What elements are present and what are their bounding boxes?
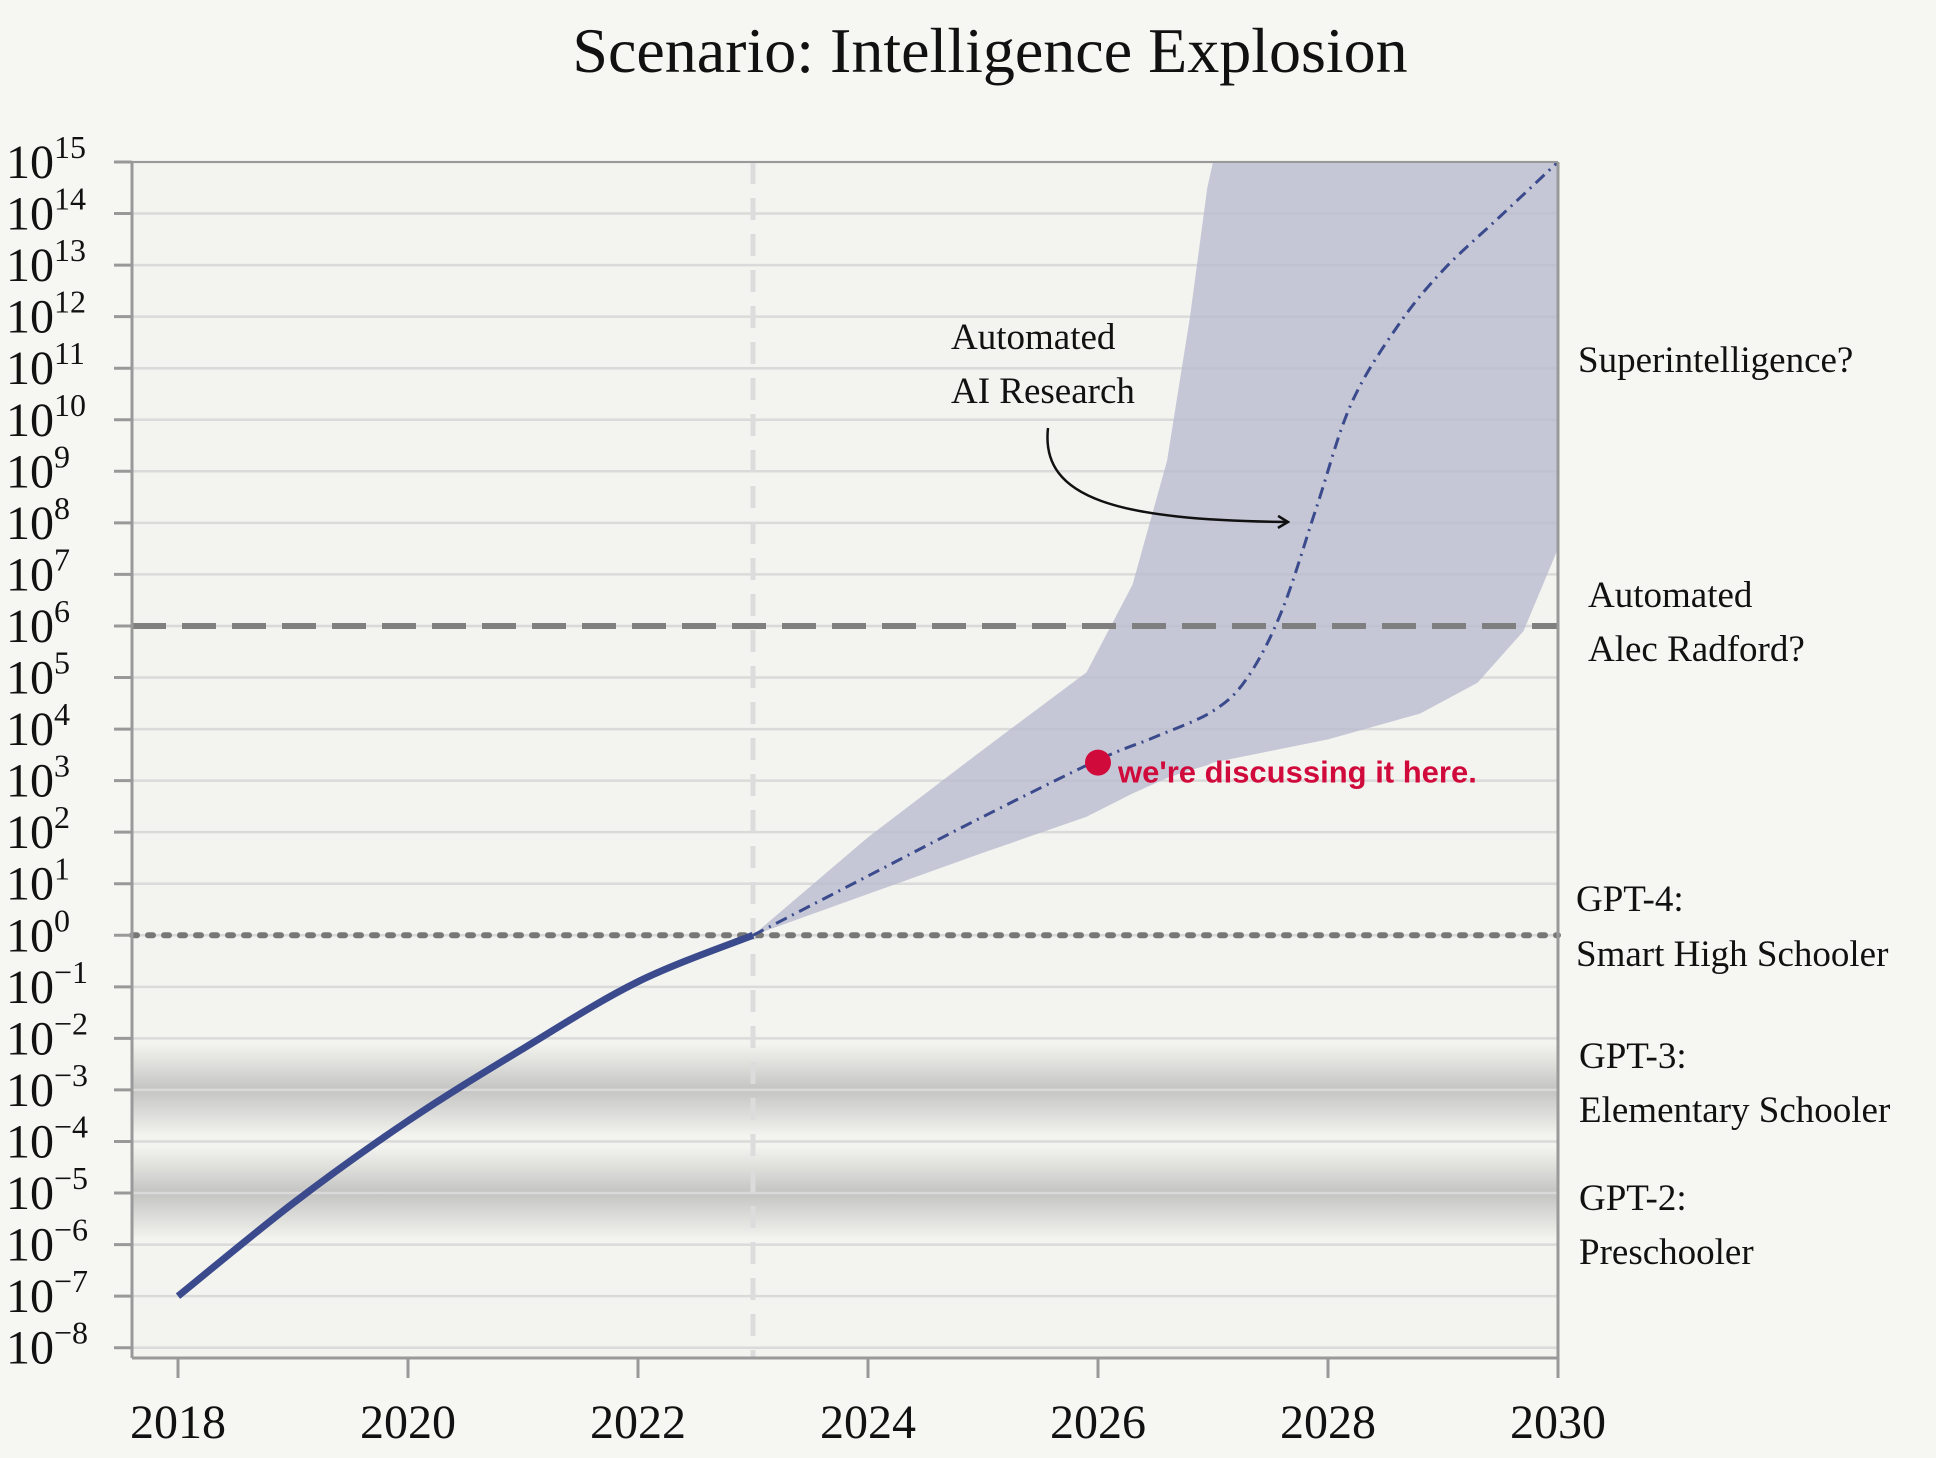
level-label-gpt3: GPT-3: [1579, 1036, 1687, 1077]
y-tick-label: 10−4 [6, 1108, 88, 1168]
annotation-line-1: Automated [951, 317, 1116, 358]
y-tick-label: 10−8 [6, 1315, 88, 1375]
y-tick-label: 1013 [6, 232, 86, 292]
y-tick-label: 10−2 [6, 1005, 88, 1065]
level-label-gpt4: Smart High Schooler [1576, 934, 1888, 975]
level-label-superintelligence: Superintelligence? [1578, 340, 1853, 381]
y-tick-label: 102 [6, 799, 70, 859]
level-label-gpt4: GPT-4: [1576, 879, 1684, 920]
y-tick-label: 10−3 [6, 1057, 88, 1117]
y-tick-label: 107 [6, 541, 70, 601]
y-tick-label: 10−7 [6, 1263, 88, 1323]
y-tick-label: 1015 [6, 129, 86, 189]
uncertainty-band [753, 162, 1558, 936]
y-tick-label: 106 [6, 593, 70, 653]
y-tick-label: 1014 [6, 181, 86, 241]
x-tick-label: 2018 [130, 1396, 226, 1449]
y-tick-label: 108 [6, 490, 70, 550]
y-tick-label: 1011 [6, 335, 85, 395]
series-projection [752, 160, 1560, 937]
level-label-alec-radford: Automated [1588, 575, 1753, 616]
x-tick-label: 2024 [820, 1396, 916, 1449]
y-tick-label: 105 [6, 645, 70, 705]
y-tick-label: 1012 [6, 284, 86, 344]
y-tick-label: 10−1 [6, 954, 88, 1014]
y-tick-label: 109 [6, 438, 70, 498]
y-tick-label: 101 [6, 851, 70, 911]
level-label-gpt2: Preschooler [1579, 1232, 1754, 1273]
marker-dot [1085, 749, 1111, 776]
x-tick-label: 2026 [1050, 1396, 1146, 1449]
annotation: Automated AI Research [951, 317, 1288, 522]
marker-label: we're discussing it here. [1117, 755, 1477, 790]
annotation-line-2: AI Research [951, 371, 1135, 412]
y-tick-label: 104 [6, 696, 70, 756]
y-tick-label: 10−6 [6, 1212, 88, 1272]
annotation-arrow [1046, 427, 1288, 522]
y-tick-label: 1010 [6, 387, 86, 447]
x-tick-label: 2022 [590, 1396, 686, 1449]
x-tick-label: 2020 [360, 1396, 456, 1449]
level-label-gpt3: Elementary Schooler [1579, 1090, 1890, 1131]
x-tick-label: 2028 [1280, 1396, 1376, 1449]
level-label-alec-radford: Alec Radford? [1588, 629, 1805, 670]
y-tick-label: 103 [6, 748, 70, 808]
y-tick-label: 100 [6, 902, 70, 962]
chart-title: Scenario: Intelligence Explosion [572, 15, 1407, 86]
series-historical [175, 932, 755, 1299]
x-tick-label: 2030 [1510, 1396, 1606, 1449]
y-tick-label: 10−5 [6, 1160, 88, 1220]
level-label-gpt2: GPT-2: [1579, 1178, 1687, 1219]
